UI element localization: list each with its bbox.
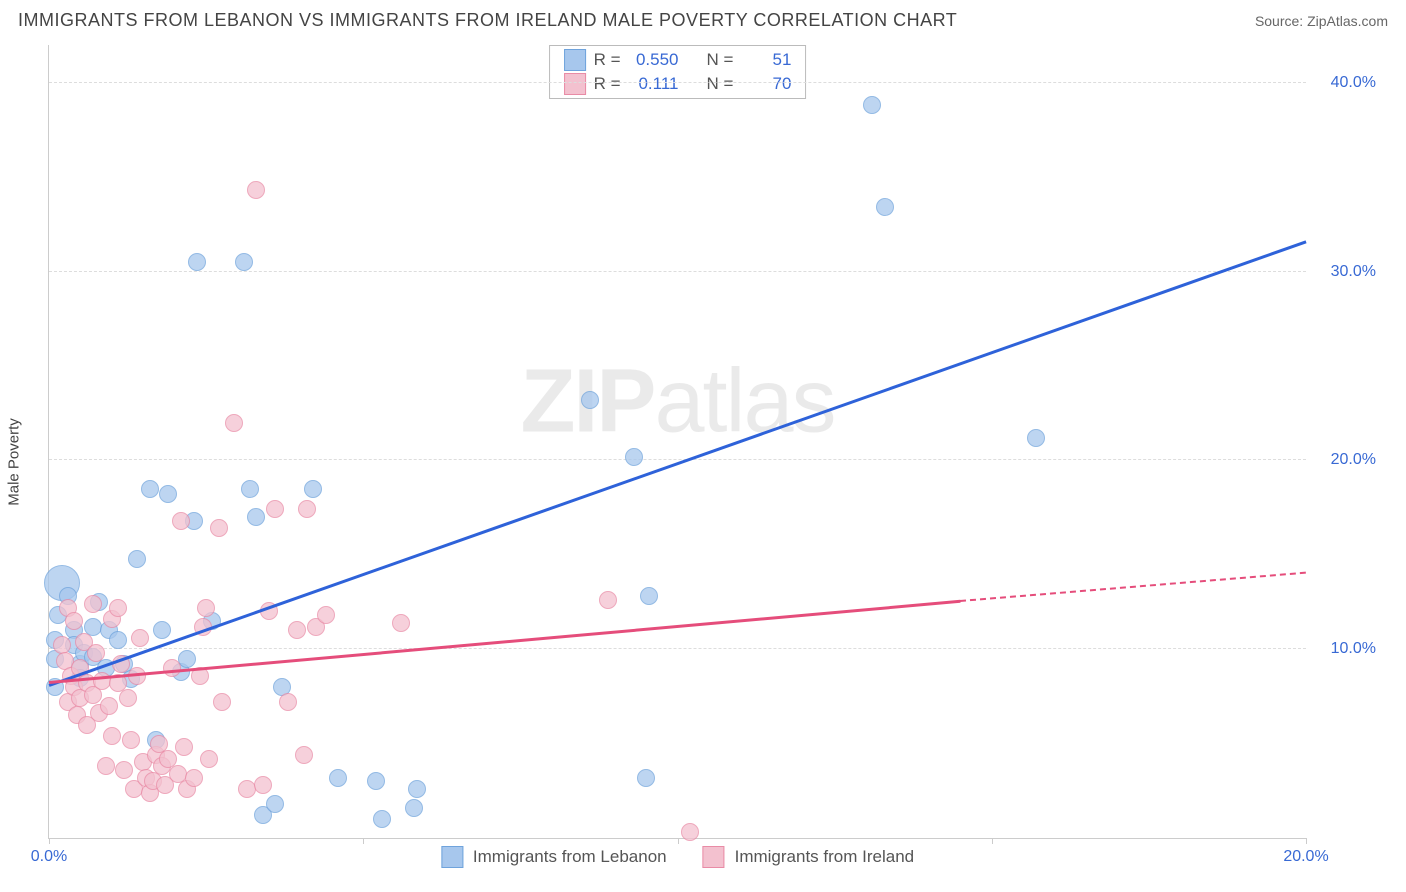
data-point: [210, 519, 228, 537]
gridline: [49, 271, 1306, 272]
plot-area: ZIPatlas R =0.550N =51R =0.111N =70 Immi…: [48, 45, 1306, 839]
data-point: [266, 500, 284, 518]
chart-container: Male Poverty ZIPatlas R = 0.550 N = 51 R = 0.…: [0, 37, 1406, 887]
data-point: [581, 391, 599, 409]
trend-line: [49, 241, 1307, 687]
y-axis-label: Male Poverty: [6, 418, 23, 506]
data-point: [122, 731, 140, 749]
data-point: [247, 181, 265, 199]
legend-label: Immigrants from Ireland: [735, 847, 915, 867]
data-point: [247, 508, 265, 526]
data-point: [141, 480, 159, 498]
gridline: [49, 459, 1306, 460]
data-point: [84, 595, 102, 613]
source-text: Source: ZipAtlas.com: [1255, 13, 1388, 29]
legend-swatch: [564, 49, 586, 71]
correlation-legend: R = 0.550 N = 51 R = 0.111 N = 70: [549, 45, 807, 99]
x-tick-label: 20.0%: [1283, 848, 1328, 866]
legend-r-value: 0.550: [629, 50, 679, 70]
data-point: [392, 614, 410, 632]
data-point: [65, 612, 83, 630]
data-point: [317, 606, 335, 624]
data-point: [163, 659, 181, 677]
legend-n-label: N =: [707, 74, 734, 94]
series-legend: Immigrants from Lebanon Immigrants from I…: [441, 846, 914, 868]
data-point: [100, 697, 118, 715]
data-point: [200, 750, 218, 768]
legend-swatch: [564, 73, 586, 95]
data-point: [103, 727, 121, 745]
x-tick: [1306, 838, 1307, 844]
data-point: [625, 448, 643, 466]
data-point: [599, 591, 617, 609]
data-point: [97, 757, 115, 775]
legend-swatch: [703, 846, 725, 868]
trend-line: [960, 572, 1306, 602]
data-point: [329, 769, 347, 787]
data-point: [178, 650, 196, 668]
legend-row: R = 0.550 N = 51: [550, 48, 806, 72]
data-point: [175, 738, 193, 756]
y-tick-label: 40.0%: [1316, 74, 1376, 92]
data-point: [876, 198, 894, 216]
data-point: [197, 599, 215, 617]
trend-line: [49, 600, 961, 684]
data-point: [159, 485, 177, 503]
watermark: ZIPatlas: [520, 350, 834, 453]
data-point: [367, 772, 385, 790]
legend-item: Immigrants from Lebanon: [441, 846, 667, 868]
legend-n-value: 51: [741, 50, 791, 70]
legend-row: R = 0.111 N = 70: [550, 72, 806, 96]
x-tick: [363, 838, 364, 844]
y-tick-label: 20.0%: [1316, 451, 1376, 469]
data-point: [185, 769, 203, 787]
data-point: [128, 550, 146, 568]
data-point: [254, 776, 272, 794]
data-point: [115, 761, 133, 779]
data-point: [405, 799, 423, 817]
gridline: [49, 82, 1306, 83]
data-point: [172, 512, 190, 530]
data-point: [119, 689, 137, 707]
legend-swatch: [441, 846, 463, 868]
data-point: [681, 823, 699, 841]
data-point: [131, 629, 149, 647]
data-point: [304, 480, 322, 498]
data-point: [640, 587, 658, 605]
data-point: [109, 599, 127, 617]
data-point: [373, 810, 391, 828]
legend-item: Immigrants from Ireland: [703, 846, 915, 868]
legend-n-label: N =: [707, 50, 734, 70]
y-tick-label: 10.0%: [1316, 640, 1376, 658]
legend-label: Immigrants from Lebanon: [473, 847, 667, 867]
data-point: [288, 621, 306, 639]
gridline: [49, 648, 1306, 649]
data-point: [298, 500, 316, 518]
data-point: [153, 621, 171, 639]
data-point: [637, 769, 655, 787]
data-point: [188, 253, 206, 271]
legend-n-value: 70: [741, 74, 791, 94]
data-point: [87, 644, 105, 662]
data-point: [109, 631, 127, 649]
data-point: [408, 780, 426, 798]
legend-r-label: R =: [594, 50, 621, 70]
data-point: [295, 746, 313, 764]
data-point: [225, 414, 243, 432]
data-point: [213, 693, 231, 711]
data-point: [1027, 429, 1045, 447]
y-tick-label: 30.0%: [1316, 263, 1376, 281]
x-tick-label: 0.0%: [31, 848, 67, 866]
x-tick: [678, 838, 679, 844]
data-point: [241, 480, 259, 498]
chart-title: IMMIGRANTS FROM LEBANON VS IMMIGRANTS FR…: [18, 10, 957, 31]
data-point: [863, 96, 881, 114]
data-point: [279, 693, 297, 711]
legend-r-label: R =: [594, 74, 621, 94]
legend-r-value: 0.111: [629, 74, 679, 94]
data-point: [266, 795, 284, 813]
data-point: [235, 253, 253, 271]
x-tick: [49, 838, 50, 844]
x-tick: [992, 838, 993, 844]
